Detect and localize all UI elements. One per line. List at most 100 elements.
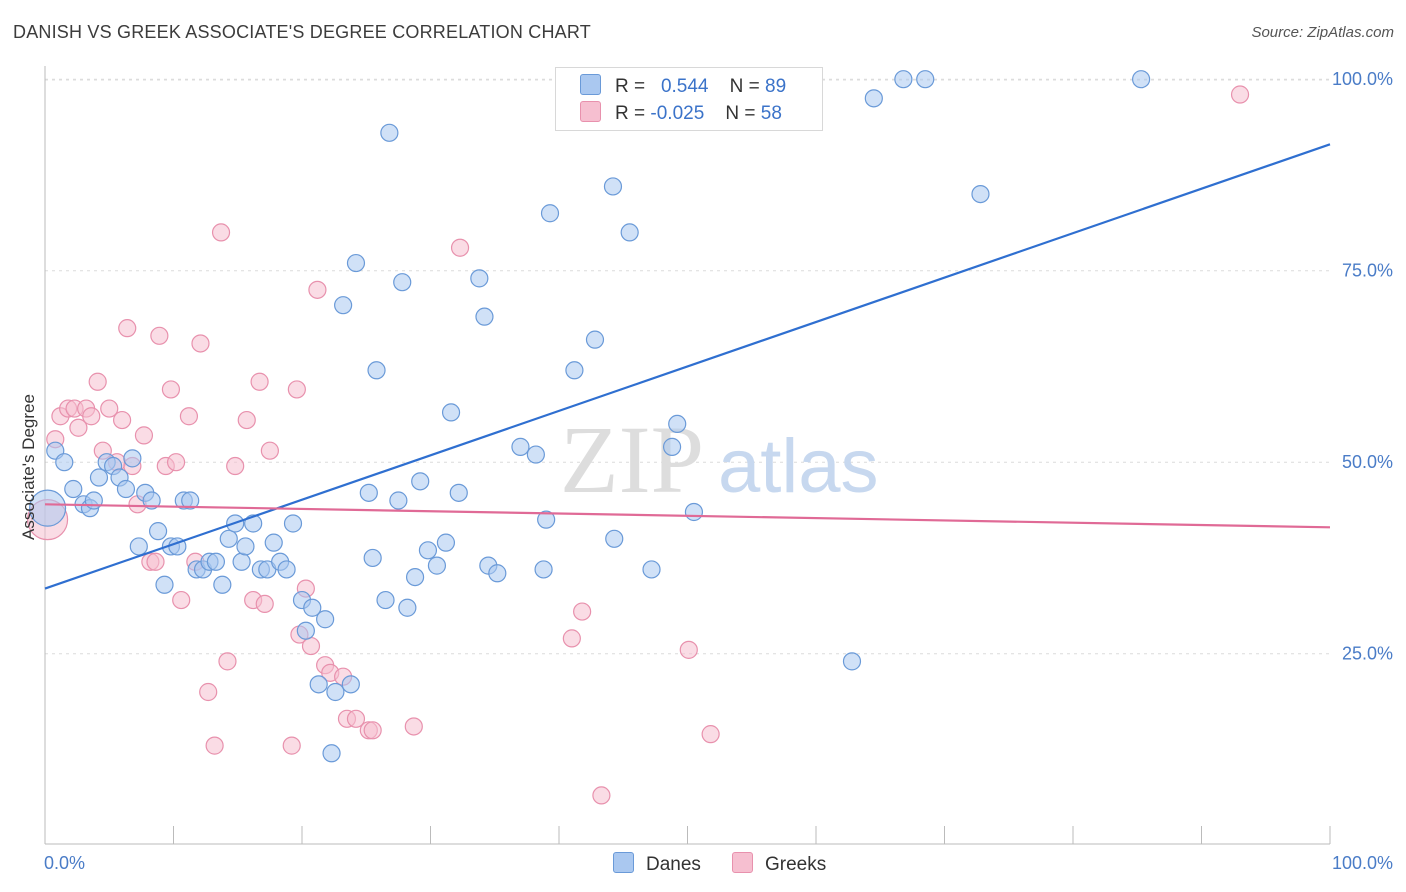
danes-point	[129, 537, 148, 556]
bottom-danes-label: Danes	[646, 854, 701, 875]
danes-point	[363, 548, 382, 568]
danes-point	[213, 575, 232, 594]
trend-lines	[44, 143, 1331, 590]
greeks-point	[592, 786, 611, 805]
danes-point	[326, 682, 345, 702]
greeks-n-value: 58	[760, 103, 782, 124]
greeks-point	[404, 717, 423, 736]
greeks-point	[679, 640, 698, 659]
bottom-greeks-swatch	[732, 852, 753, 873]
greeks-point	[134, 426, 154, 445]
danes-point	[316, 610, 335, 629]
danes-point	[605, 529, 624, 548]
greeks-point	[179, 407, 199, 426]
y-tick-label: 25.0%	[1342, 644, 1393, 664]
greeks-point	[69, 418, 88, 437]
danes-point	[334, 296, 353, 315]
danes-point	[376, 590, 395, 610]
greeks-r-label: R =	[615, 103, 646, 124]
danes-point	[436, 533, 456, 552]
danes-point	[89, 468, 109, 487]
greeks-point	[118, 319, 137, 338]
danes-point	[916, 70, 935, 89]
danes-point	[206, 552, 226, 571]
danes-point	[393, 273, 412, 292]
danes-point	[84, 491, 103, 510]
danes-series	[28, 70, 1151, 763]
danes-point	[537, 510, 556, 529]
greeks-point	[100, 399, 119, 418]
danes-point	[427, 556, 447, 575]
danes-point	[181, 491, 200, 510]
greeks-point	[88, 372, 107, 391]
danes-point	[470, 269, 489, 288]
greeks-point	[205, 736, 224, 755]
greeks-n-label: N =	[725, 103, 756, 124]
danes-point	[662, 437, 682, 456]
watermark-atlas: atlas	[718, 424, 879, 509]
danes-point	[28, 489, 67, 527]
danes-point	[585, 330, 605, 349]
danes-point	[441, 403, 461, 422]
danes-n-value: 89	[765, 76, 787, 97]
bottom-greeks-label: Greeks	[765, 854, 827, 875]
greeks-point	[112, 410, 132, 430]
danes-point	[398, 598, 417, 617]
danes-point	[155, 575, 174, 594]
danes-point	[603, 177, 623, 196]
greeks-trend-line	[44, 503, 1331, 529]
danes-trend-line	[44, 143, 1331, 590]
danes-point	[116, 479, 136, 499]
greeks-point	[150, 326, 169, 345]
greeks-point	[1230, 85, 1250, 104]
greeks-swatch	[580, 101, 601, 122]
y-tick-label: 100.0%	[1332, 69, 1393, 89]
danes-point	[219, 529, 238, 548]
danes-point	[283, 514, 303, 533]
danes-point	[346, 253, 366, 273]
danes-point	[540, 204, 560, 223]
greeks-point	[301, 636, 321, 656]
greeks-point	[701, 725, 720, 744]
axes	[44, 66, 1331, 845]
correlation-legend: R = 0.544 N = 89 R = -0.025 N = 58	[555, 67, 823, 131]
danes-point	[418, 541, 438, 560]
danes-point	[236, 537, 255, 556]
greeks-point	[172, 590, 191, 610]
danes-point	[1132, 70, 1151, 89]
danes-point	[264, 533, 283, 552]
danes-point	[449, 483, 468, 502]
greeks-point	[166, 453, 186, 472]
x-tick-label: 0.0%	[44, 853, 85, 873]
greeks-point	[226, 456, 245, 476]
danes-r-value: 0.544	[660, 76, 709, 97]
greeks-point	[82, 407, 101, 426]
danes-swatch	[580, 74, 601, 95]
y-axis-label: Associate's Degree	[19, 394, 38, 540]
greeks-point	[211, 223, 231, 242]
danes-point	[511, 437, 530, 456]
danes-point	[411, 472, 430, 491]
danes-point	[232, 552, 251, 571]
x-tick-label: 100.0%	[1332, 853, 1393, 873]
greeks-point	[199, 682, 218, 702]
danes-point	[526, 445, 545, 464]
greeks-point	[282, 736, 301, 755]
danes-point	[488, 564, 507, 583]
danes-point	[277, 560, 296, 579]
legend-row-danes: R = 0.544 N = 89	[580, 74, 786, 100]
greeks-point	[237, 410, 256, 430]
danes-point	[55, 453, 74, 472]
greeks-series	[26, 85, 1250, 805]
danes-r-label: R =	[615, 76, 646, 97]
greeks-point	[161, 380, 181, 399]
danes-point	[303, 598, 322, 617]
greeks-point	[573, 602, 592, 621]
greeks-point	[346, 709, 366, 728]
danes-point	[864, 89, 883, 108]
greeks-r-value: -0.025	[650, 103, 705, 124]
danes-point	[642, 560, 661, 579]
greeks-point	[260, 441, 279, 460]
bottom-legend-greeks: Greeks	[732, 852, 826, 876]
